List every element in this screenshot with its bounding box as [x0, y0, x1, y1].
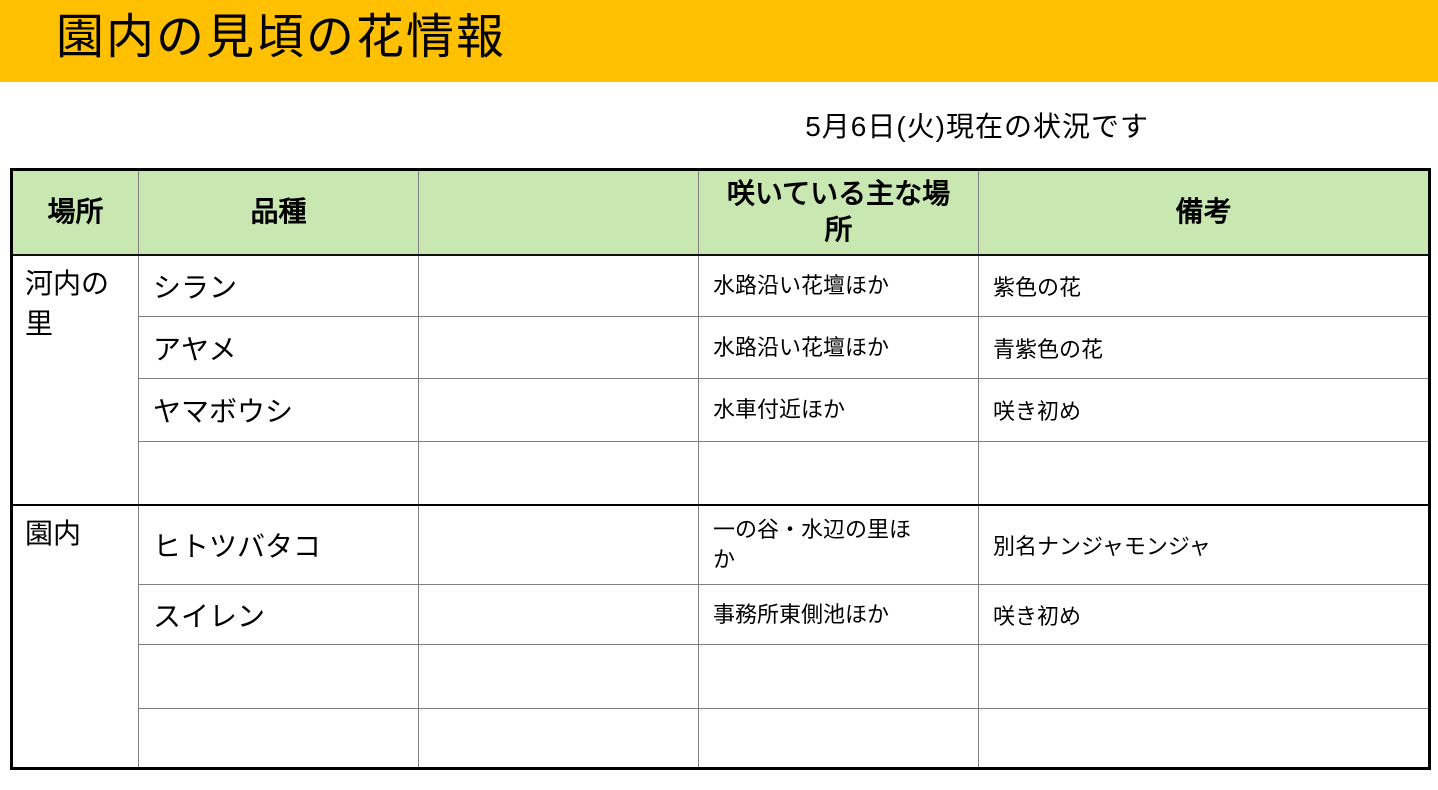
cell-variety [138, 441, 419, 505]
header-notes: 備考 [978, 169, 1430, 256]
header-photo-empty [418, 169, 699, 256]
cell-variety: ヤマボウシ [138, 378, 419, 442]
table-row: アヤメ 水路沿い花壇ほか 青紫色の花 [12, 316, 1430, 379]
cell-notes: 別名ナンジャモンジャ [978, 503, 1430, 585]
cell-photo-empty [418, 254, 699, 317]
cell-notes [978, 708, 1430, 769]
table-row: スイレン 事務所東側池ほか 咲き初め [12, 584, 1430, 645]
cell-variety: アヤメ [138, 316, 419, 379]
cell-notes: 咲き初め [978, 378, 1430, 442]
cell-photo-empty [418, 708, 699, 769]
header-variety: 品種 [138, 169, 419, 256]
cell-variety [138, 644, 419, 709]
cell-spots [698, 708, 979, 769]
cell-spots: 水車付近ほか [698, 378, 979, 442]
cell-location-group1: 河内の里 [11, 254, 139, 505]
cell-photo-empty [418, 584, 699, 645]
cell-spots: 事務所東側池ほか [698, 584, 979, 645]
cell-notes: 青紫色の花 [978, 316, 1430, 379]
cell-notes: 紫色の花 [978, 254, 1430, 317]
cell-variety: スイレン [138, 584, 419, 645]
header-spots: 咲いている主な場所 [698, 169, 979, 256]
header-row: 場所 品種 咲いている主な場所 備考 [11, 169, 1430, 256]
cell-spots: 水路沿い花壇ほか [698, 254, 979, 317]
table-row [12, 644, 1430, 709]
table-row [12, 441, 1430, 505]
cell-photo-empty [418, 644, 699, 709]
cell-spots [698, 644, 979, 709]
cell-photo-empty [418, 316, 699, 379]
cell-notes: 咲き初め [978, 584, 1430, 645]
cell-photo-empty [418, 503, 699, 585]
cell-variety: ヒトツバタコ [138, 503, 419, 585]
cell-location-group2: 園内 [11, 503, 139, 769]
cell-variety: シラン [138, 254, 419, 317]
flower-info-table: 場所 品種 咲いている主な場所 備考 河内の里 シラン 水路沿い花壇ほか 紫色の… [10, 168, 1431, 770]
cell-notes [978, 441, 1430, 505]
table-row: 河内の里 シラン 水路沿い花壇ほか 紫色の花 [11, 254, 1430, 505]
page-title: 園内の見頃の花情報 [56, 11, 507, 64]
cell-photo-empty [418, 441, 699, 505]
table-row: 園内 ヒトツバタコ 一の谷・水辺の里ほか 別名ナンジャモンジャ [11, 503, 1430, 769]
cell-notes [978, 644, 1430, 709]
cell-photo-empty [418, 378, 699, 442]
header-location: 場所 [11, 169, 139, 256]
title-banner: 園内の見頃の花情報 [0, 0, 1438, 82]
table-row: ヤマボウシ 水車付近ほか 咲き初め [12, 378, 1430, 442]
cell-spots: 一の谷・水辺の里ほか [698, 503, 979, 585]
cell-variety [138, 708, 419, 769]
cell-spots: 水路沿い花壇ほか [698, 316, 979, 379]
cell-spots [698, 441, 979, 505]
status-date-text: 5月6日(火)現在の状況です [805, 111, 1149, 142]
table-row [12, 708, 1430, 769]
